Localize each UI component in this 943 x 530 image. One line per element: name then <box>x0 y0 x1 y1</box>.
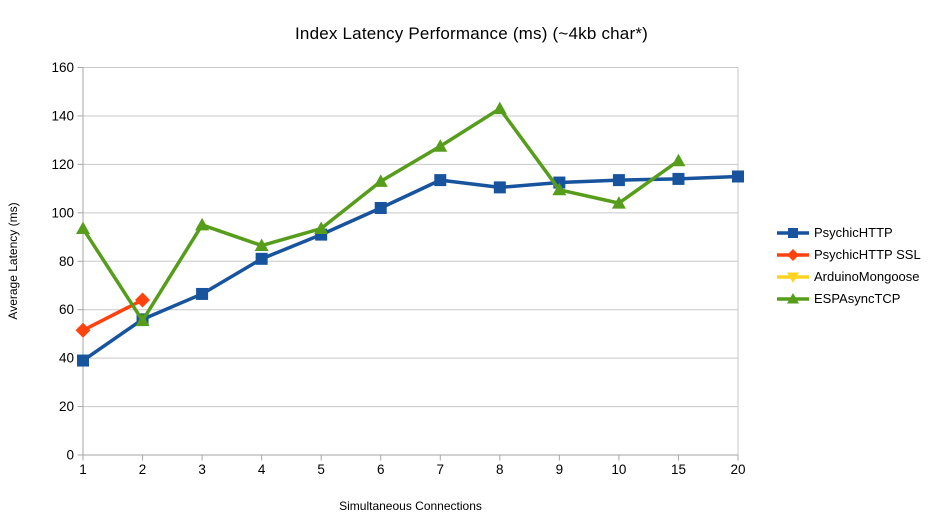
data-point-marker <box>135 292 151 308</box>
x-tick-label: 1 <box>79 462 87 477</box>
legend: PsychicHTTP PsychicHTTP SSL ArduinoMongoos… <box>777 225 921 306</box>
y-tick-label: 160 <box>51 60 74 75</box>
legend-marker-icon <box>787 272 799 283</box>
data-point-marker <box>552 182 567 196</box>
data-point-marker <box>75 322 91 338</box>
x-tick-label: 15 <box>671 462 686 477</box>
y-tick-label: 140 <box>51 108 74 123</box>
data-point-marker <box>76 221 90 235</box>
data-point-marker <box>433 139 448 152</box>
legend-item-espasynctcp: ESPAsyncTCP <box>777 291 921 306</box>
data-point-marker <box>77 354 89 367</box>
x-tick-label: 3 <box>198 462 206 477</box>
data-point-marker <box>196 287 209 300</box>
data-point-marker <box>492 101 507 115</box>
legend-label: ESPAsyncTCP <box>814 291 901 306</box>
legend-label: PsychicHTTP <box>814 225 893 240</box>
chart-title: Index Latency Performance (ms) (~4kb cha… <box>295 24 648 43</box>
data-point-marker <box>373 174 388 187</box>
legend-marker-icon <box>787 292 799 303</box>
x-tick-label: 2 <box>139 462 147 477</box>
x-axis-title: Simultaneous Connections <box>339 499 482 513</box>
legend-label: ArduinoMongoose <box>814 269 920 284</box>
series-line-psychichttp <box>82 174 739 362</box>
y-tick-label: 60 <box>59 302 74 317</box>
x-tick-label: 9 <box>556 462 564 477</box>
legend-item-psychichttp: PsychicHTTP <box>777 225 921 240</box>
y-tick-label: 0 <box>66 448 74 463</box>
data-point-marker <box>195 217 210 231</box>
data-point-marker <box>135 313 150 327</box>
y-tick-label: 20 <box>59 399 74 414</box>
data-point-marker <box>314 221 329 235</box>
x-tick-label: 6 <box>377 462 385 477</box>
legend-label: PsychicHTTP SSL <box>814 247 921 262</box>
x-tick-label: 7 <box>437 462 445 477</box>
data-point-marker <box>255 252 268 265</box>
data-point-marker <box>493 181 506 194</box>
data-point-marker <box>672 172 685 185</box>
series-line-espasynctcp <box>81 106 680 323</box>
legend-swatch-square-icon <box>777 227 809 238</box>
x-tick-label: 8 <box>496 462 504 477</box>
data-point-marker <box>671 153 686 167</box>
data-point-marker <box>732 170 744 183</box>
data-point-marker <box>611 196 626 209</box>
y-tick-label: 40 <box>59 351 74 366</box>
legend-marker-icon <box>788 227 798 238</box>
legend-swatch-diamond-icon <box>777 248 809 261</box>
legend-marker-icon <box>787 248 799 261</box>
x-tick-label: 4 <box>258 462 266 477</box>
data-point-marker <box>612 174 625 187</box>
legend-item-psychichttp-ssl: PsychicHTTP SSL <box>777 247 921 262</box>
x-tick-label: 5 <box>317 462 325 477</box>
x-tick-label: 20 <box>730 462 745 477</box>
legend-item-arduinomongoose: ArduinoMongoose <box>777 269 921 284</box>
y-tick-label: 120 <box>51 157 74 172</box>
x-tick-label: 10 <box>611 462 626 477</box>
legend-swatch-triangle-down-icon <box>777 272 809 283</box>
legend-swatch-triangle-up-icon <box>777 292 809 303</box>
data-point-marker <box>374 201 387 214</box>
data-point-marker <box>254 238 269 252</box>
y-tick-label: 100 <box>51 205 74 220</box>
data-point-marker <box>434 174 447 187</box>
y-tick-label: 80 <box>59 254 74 269</box>
